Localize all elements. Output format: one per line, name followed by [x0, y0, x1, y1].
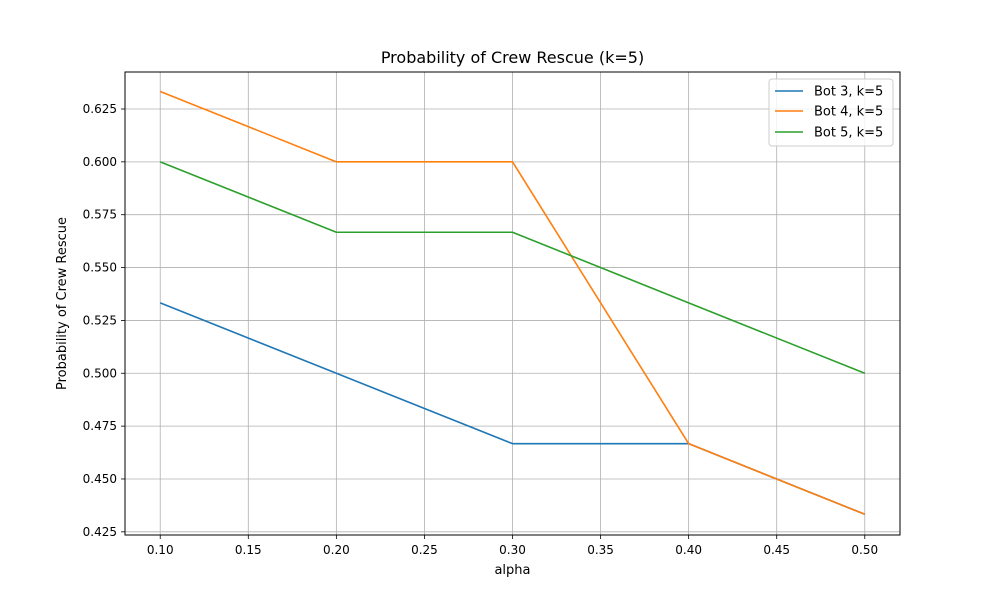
- y-tick-label: 0.425: [83, 525, 117, 539]
- x-tick-label: 0.20: [323, 543, 350, 557]
- x-tick-label: 0.10: [147, 543, 174, 557]
- series-line-bot-4-k-5: [159, 90, 866, 516]
- chart-title: Probability of Crew Rescue (k=5): [381, 48, 644, 67]
- x-tick-label: 0.50: [851, 543, 878, 557]
- axis-ticks: 0.10 0.15 0.20 0.25 0.30 0.35 0.40 0.45 0.50 0.42…: [83, 102, 878, 557]
- x-axis-title: alpha: [494, 563, 530, 578]
- plot-frame: [124, 71, 901, 536]
- legend-box: [768, 78, 894, 147]
- y-tick-label: 0.525: [83, 313, 117, 327]
- series-lines: [159, 90, 866, 516]
- x-tick-label: 0.15: [235, 543, 262, 557]
- legend-label-bot-4: Bot 4, k=5: [814, 105, 883, 120]
- y-tick-label: 0.450: [83, 472, 117, 486]
- x-tick-label: 0.40: [675, 543, 702, 557]
- y-tick-label: 0.625: [83, 102, 117, 116]
- x-tick-label: 0.45: [763, 543, 790, 557]
- y-tick-label: 0.550: [83, 261, 117, 275]
- legend-label-bot-5: Bot 5, k=5: [814, 126, 883, 141]
- y-tick-label: 0.575: [83, 208, 117, 222]
- y-axis-title: Probability of Crew Rescue: [55, 217, 70, 390]
- x-tick-label: 0.30: [499, 543, 526, 557]
- legend-label-bot-3: Bot 3, k=5: [814, 85, 883, 100]
- y-tick-label: 0.600: [83, 155, 117, 169]
- legend: Bot 3, k=5 Bot 4, k=5 Bot 5, k=5: [768, 78, 894, 147]
- y-tick-label: 0.500: [83, 366, 117, 380]
- x-tick-label: 0.25: [411, 543, 438, 557]
- series-line-bot-5-k-5: [159, 161, 866, 375]
- x-tick-label: 0.35: [587, 543, 614, 557]
- y-tick-label: 0.475: [83, 419, 117, 433]
